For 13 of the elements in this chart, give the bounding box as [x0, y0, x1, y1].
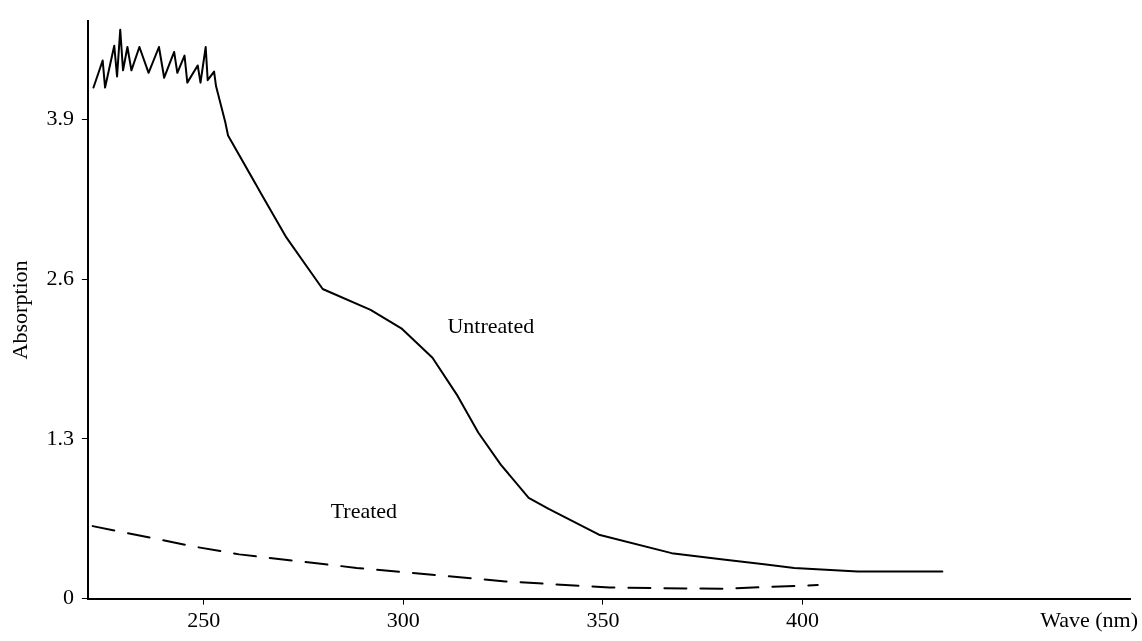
y-tick-label: 1.3: [46, 424, 74, 450]
x-tick-label: 300: [386, 606, 420, 632]
x-tick-label: 400: [786, 606, 820, 632]
y-axis-title: Absorption: [6, 260, 32, 360]
y-tick-label: 2.6: [46, 264, 74, 290]
series-label: Treated: [330, 497, 398, 523]
x-tick-label: 250: [187, 606, 221, 632]
line-series: [91, 525, 819, 590]
x-axis-title: Wave (nm): [1040, 607, 1138, 633]
x-tick-label: 350: [586, 606, 620, 632]
series-label: Untreated: [447, 313, 535, 338]
y-tick-label: 0: [62, 584, 74, 610]
y-tick-label: 3.9: [46, 105, 74, 131]
